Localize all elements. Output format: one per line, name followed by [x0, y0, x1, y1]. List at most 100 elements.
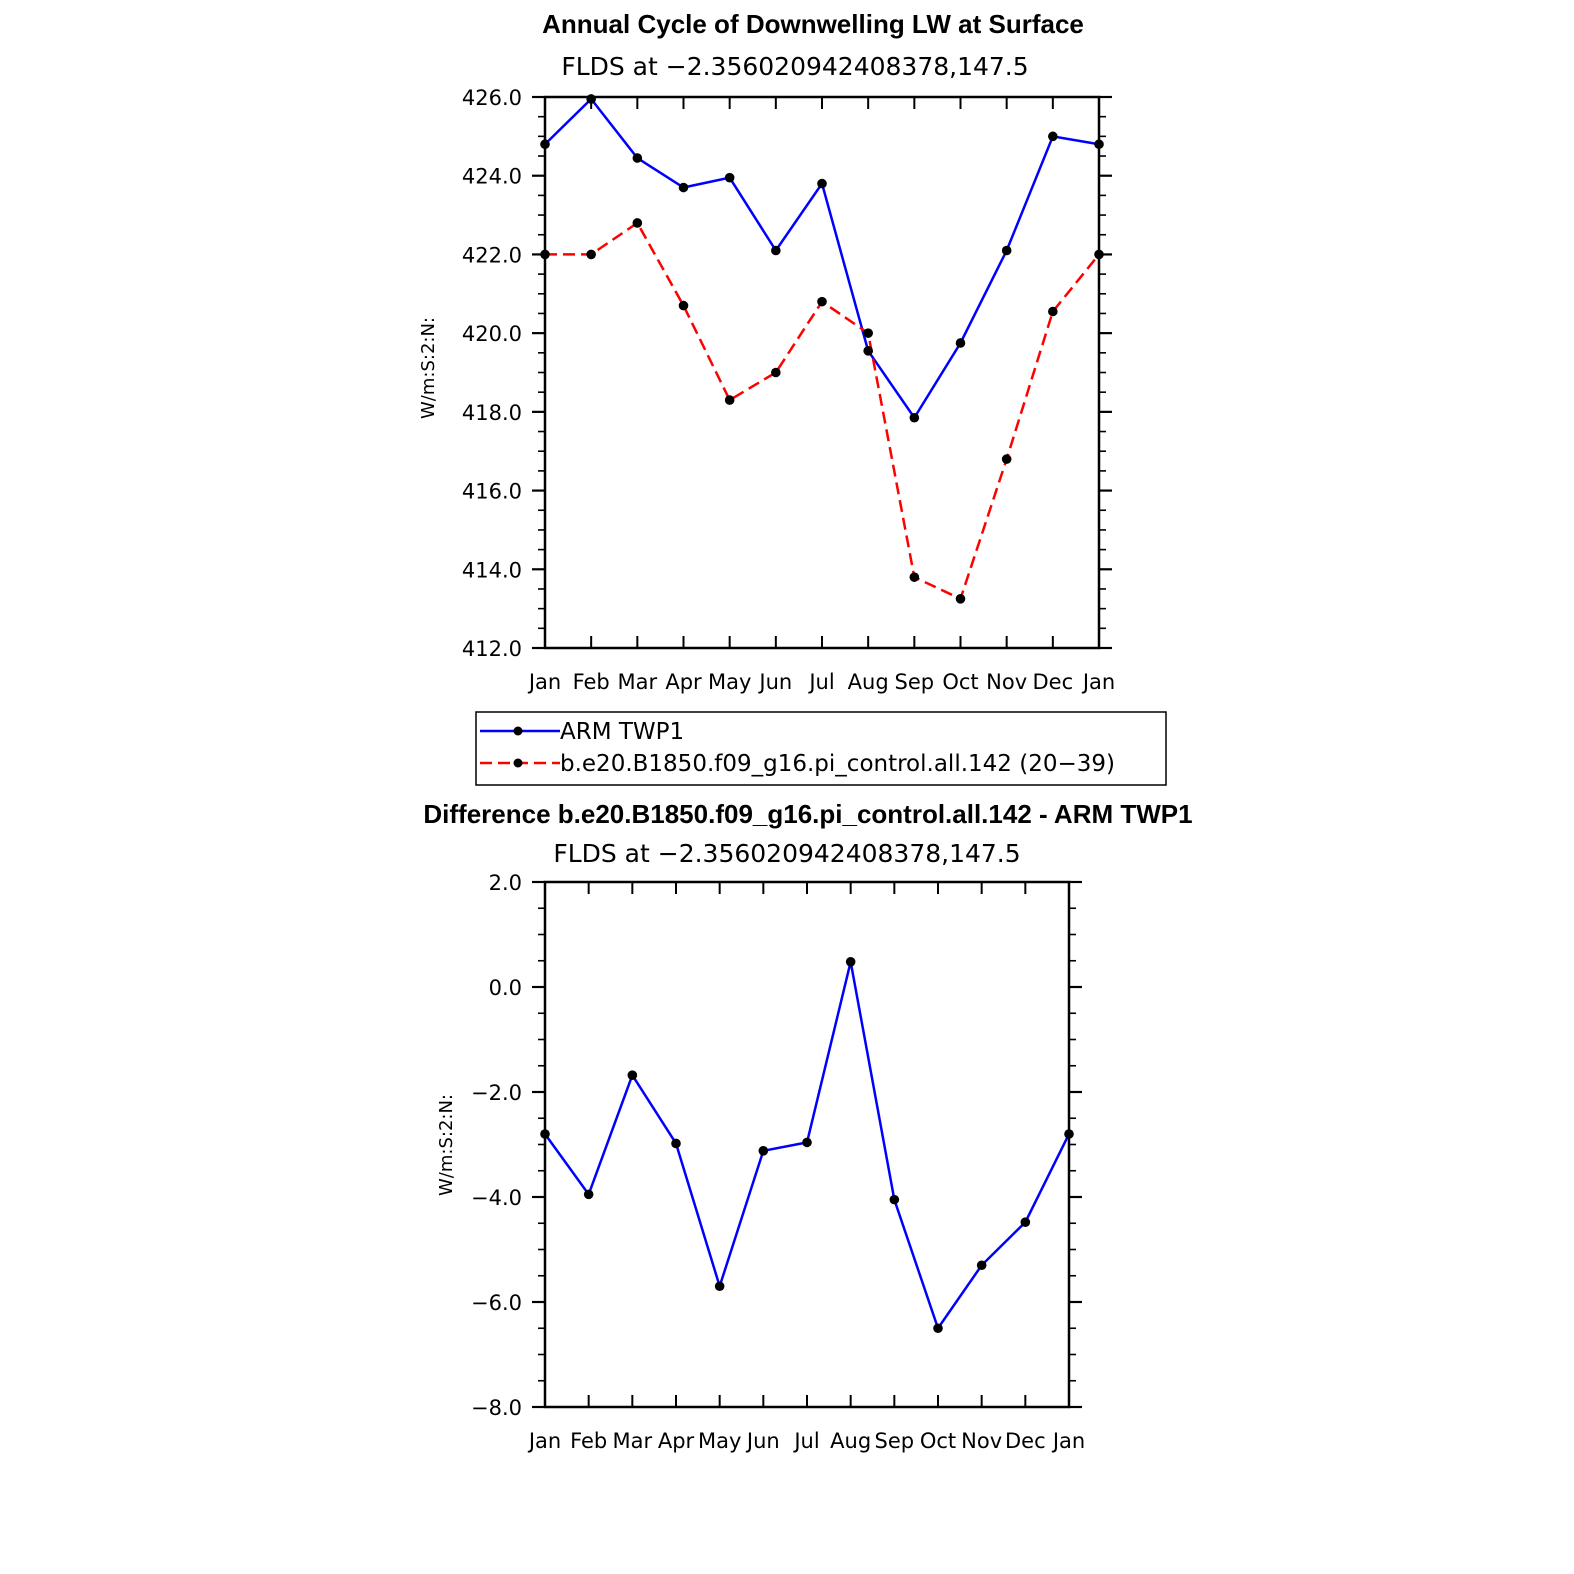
top-series-1-point — [1001, 454, 1012, 464]
bottom-series-0-point — [1020, 1217, 1031, 1227]
top-series-1-point — [586, 249, 596, 260]
top-series-1-point — [863, 328, 873, 338]
top-y-tick-label: 416.0 — [462, 480, 522, 504]
top-series-1-point — [909, 572, 920, 582]
bottom-y-axis-label: W/m:S:2:N: — [436, 1094, 457, 1196]
top-series-0-point — [632, 153, 643, 163]
bottom-x-tick-label: Jan — [1051, 1429, 1085, 1453]
top-series-1-point — [955, 594, 966, 604]
top-y-tick-label: 426.0 — [462, 86, 522, 110]
top-series-1-point — [724, 395, 735, 405]
top-chart-subtitle: FLDS at −2.356020942408378,147.5 — [561, 52, 1028, 81]
bottom-chart-subtitle: FLDS at −2.356020942408378,147.5 — [553, 839, 1020, 868]
bottom-x-tick-label: Jan — [527, 1429, 561, 1453]
bottom-series-layer — [540, 957, 1074, 1334]
top-series-0-point — [1094, 139, 1104, 150]
top-series-layer — [540, 94, 1104, 604]
top-series-0-point — [909, 412, 920, 423]
top-series-line-1 — [545, 221, 1100, 601]
top-x-tick-label: Oct — [942, 670, 978, 694]
bottom-series-0-point — [802, 1137, 812, 1148]
legend-label-model: b.e20.B1850.f09_g16.pi_control.all.142 (… — [560, 751, 1115, 777]
top-x-tick-label: Sep — [895, 670, 935, 694]
top-x-tick-label: Jan — [527, 670, 561, 694]
top-series-0-point — [863, 346, 873, 356]
bottom-x-tick-label: Oct — [920, 1429, 956, 1453]
bottom-y-tick-label: −2.0 — [471, 1081, 522, 1105]
top-series-0-point — [955, 338, 966, 348]
top-series-0-point — [540, 139, 550, 150]
top-series-0-point — [586, 94, 596, 104]
legend-entry-model: b.e20.B1850.f09_g16.pi_control.all.142 (… — [480, 751, 1115, 777]
bottom-x-tick-label: Mar — [613, 1429, 653, 1453]
top-series-1-point — [540, 249, 550, 260]
top-x-tick-label: Aug — [848, 670, 889, 694]
top-x-tick-label: Jul — [807, 670, 834, 694]
bottom-series-0-point — [1064, 1129, 1074, 1139]
bottom-series-0-point — [714, 1281, 725, 1292]
bottom-x-tick-label: Jun — [745, 1429, 780, 1453]
bottom-series-0-point — [933, 1323, 943, 1334]
top-y-tick-label: 424.0 — [462, 165, 522, 189]
top-x-tick-label: Jun — [757, 670, 792, 694]
legend-box — [475, 711, 1167, 786]
top-series-1-point — [1048, 306, 1058, 317]
bottom-y-tick-label: 0.0 — [489, 976, 522, 1000]
bottom-series-0-point — [583, 1189, 594, 1200]
bottom-series-0-point — [758, 1146, 769, 1156]
top-y-axis-label: W/m:S:2:N: — [418, 317, 439, 419]
top-axes: Jan Feb Mar Apr May Jun Jul Aug Sep Oct Nov Dec Jan4… — [462, 86, 1115, 694]
legend-entry-arm: ARM TWP1 — [480, 719, 684, 745]
bottom-series-0-point — [671, 1138, 681, 1149]
bottom-series-0-point — [845, 957, 856, 967]
legend: ARM TWP1 b.e20.B1850.f09_g16.pi_control.… — [475, 711, 1167, 786]
bottom-chart-title: Difference b.e20.B1850.f09_g16.pi_contro… — [423, 799, 1192, 829]
bottom-x-tick-label: Nov — [961, 1429, 1002, 1453]
top-series-0-point — [771, 245, 781, 256]
bottom-y-tick-label: −4.0 — [471, 1186, 522, 1210]
bottom-series-0-point — [889, 1194, 900, 1205]
top-series-0-point — [1001, 245, 1012, 256]
top-series-0-point — [724, 172, 735, 183]
top-series-1-point — [817, 296, 827, 307]
bottom-x-tick-label: Aug — [830, 1429, 871, 1453]
top-series-1-point — [1094, 249, 1104, 260]
top-series-1-point — [771, 367, 781, 378]
bottom-x-tick-label: Dec — [1005, 1429, 1046, 1453]
top-y-tick-label: 414.0 — [462, 558, 522, 582]
bottom-panel: Difference b.e20.B1850.f09_g16.pi_contro… — [423, 799, 1192, 1453]
top-series-0-point — [1048, 131, 1058, 142]
top-x-tick-label: Dec — [1033, 670, 1074, 694]
bottom-x-tick-label: Jul — [792, 1429, 819, 1453]
bottom-x-tick-label: Sep — [875, 1429, 915, 1453]
top-x-tick-label: Apr — [665, 670, 702, 694]
top-series-0-point — [678, 182, 689, 193]
top-y-tick-label: 418.0 — [462, 401, 522, 425]
top-series-1-point — [632, 218, 643, 228]
bottom-x-tick-label: Apr — [658, 1429, 695, 1453]
top-y-tick-label: 412.0 — [462, 637, 522, 661]
bottom-x-tick-label: Feb — [570, 1429, 607, 1453]
bottom-series-0-point — [540, 1129, 550, 1139]
top-x-tick-label: Jan — [1081, 670, 1115, 694]
legend-label-arm: ARM TWP1 — [560, 719, 684, 745]
bottom-axes: Jan Feb Mar Apr May Jun Jul Aug Sep Oct Nov Dec Jan−… — [471, 871, 1085, 1453]
top-y-tick-label: 422.0 — [462, 243, 522, 267]
top-series-1-point — [678, 300, 689, 311]
top-x-tick-label: Nov — [986, 670, 1027, 694]
top-series-line-0 — [544, 97, 1100, 421]
bottom-y-tick-label: 2.0 — [489, 871, 522, 895]
top-x-tick-label: May — [708, 670, 751, 694]
top-series-0-point — [817, 178, 827, 189]
top-panel: Annual Cycle of Downwelling LW at Surfac… — [418, 9, 1115, 694]
legend-marker-model — [513, 758, 523, 768]
top-x-tick-label: Feb — [573, 670, 610, 694]
top-x-tick-label: Mar — [618, 670, 658, 694]
top-chart-title: Annual Cycle of Downwelling LW at Surfac… — [542, 9, 1084, 39]
top-y-tick-label: 420.0 — [462, 322, 522, 346]
bottom-series-0-point — [627, 1070, 638, 1080]
bottom-y-tick-label: −6.0 — [471, 1291, 522, 1315]
legend-marker-arm — [513, 726, 523, 736]
bottom-x-tick-label: May — [698, 1429, 741, 1453]
